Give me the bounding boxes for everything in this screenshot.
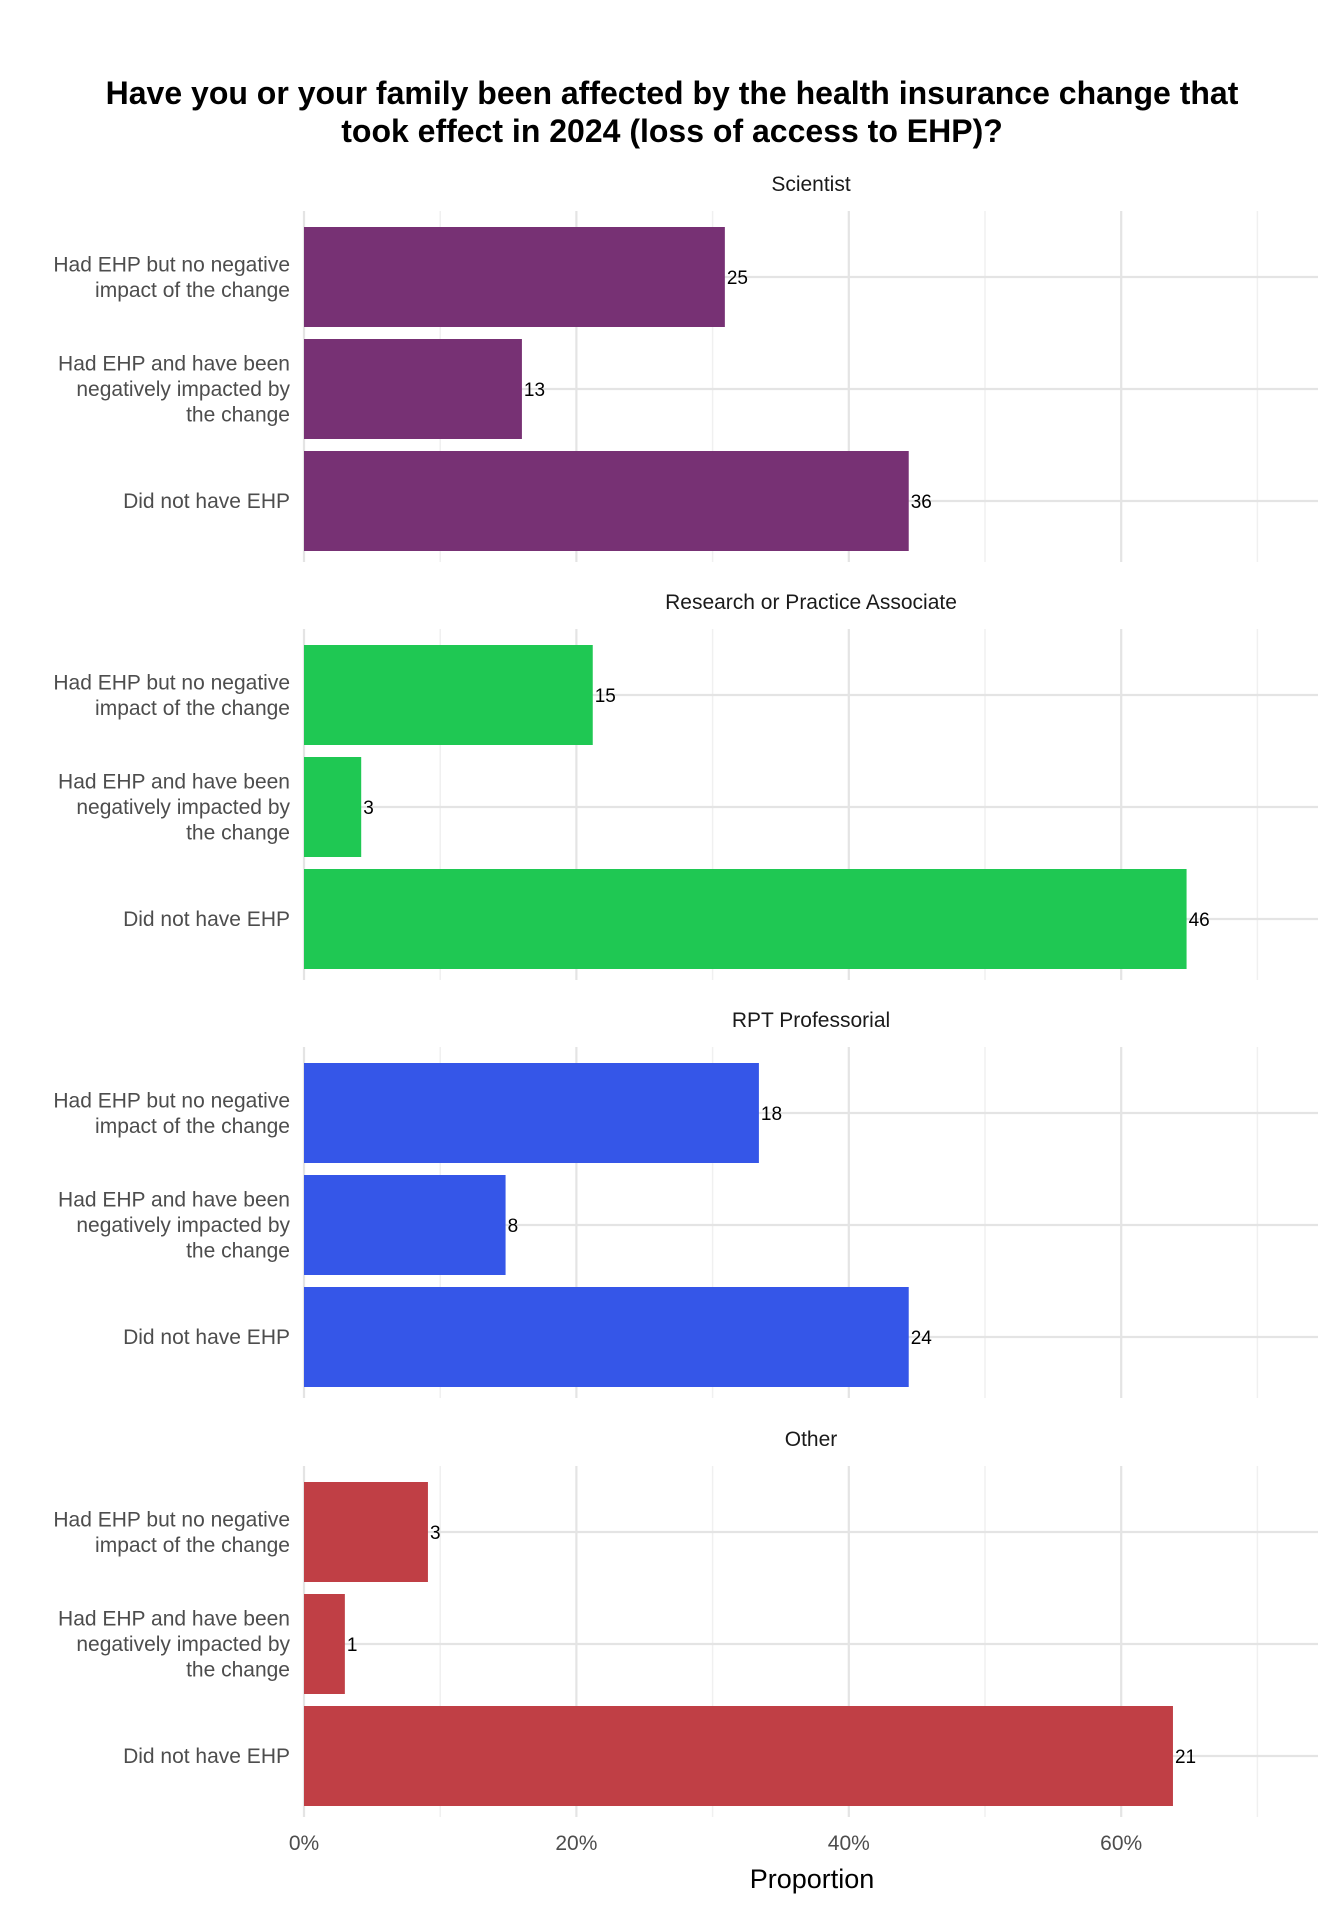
x-tick-label: 0% [289, 1832, 319, 1855]
bar-value-label: 36 [911, 492, 932, 513]
category-label: Had EHP and have been negatively impacted… [58, 1608, 290, 1682]
facet-panel: Research or Practice Associate 15 Had EHP … [53, 591, 1318, 980]
category-label: Had EHP but no negative impact of the cha… [53, 1508, 290, 1557]
category-label: Did not have EHP [123, 490, 290, 513]
bar-value-label: 18 [761, 1104, 782, 1125]
bar-value-label: 1 [347, 1635, 358, 1656]
category-label-line: the change [186, 1659, 290, 1682]
category-label-line: Did not have EHP [123, 1745, 290, 1768]
bar-value-label: 3 [363, 798, 374, 819]
category-label: Had EHP and have been negatively impacted… [58, 353, 290, 427]
bar [304, 1706, 1173, 1806]
category-label-line: Did not have EHP [123, 490, 290, 513]
bar [304, 869, 1187, 969]
facet-strip-label: Other [785, 1428, 838, 1451]
category-label-line: Had EHP and have been [58, 353, 290, 376]
bar [304, 1175, 506, 1275]
bar-value-label: 25 [727, 268, 748, 289]
chart-title-line-1: Have you or your family been affected by… [106, 75, 1239, 111]
chart-title: Have you or your family been affected by… [106, 75, 1239, 149]
category-label-line: Had EHP but no negative [53, 1508, 290, 1531]
category-label-line: Had EHP and have been [58, 1189, 290, 1212]
category-label-line: negatively impacted by [76, 796, 290, 819]
x-axis: 0% 20% 40% 60% [289, 1832, 1142, 1855]
facet-strip-label: RPT Professorial [732, 1009, 890, 1032]
category-label-line: negatively impacted by [76, 1633, 290, 1656]
bar [304, 451, 909, 551]
bar [304, 1063, 759, 1163]
category-label-line: the change [186, 404, 290, 427]
chart-title-line-2: took effect in 2024 (loss of access to E… [341, 113, 1003, 149]
category-label-line: negatively impacted by [76, 1214, 290, 1237]
facet-panel: Other 3 Had EHP but no negative impact of t… [53, 1428, 1318, 1817]
category-label-line: Had EHP and have been [58, 771, 290, 794]
category-label-line: impact of the change [95, 697, 290, 720]
x-tick-label: 60% [1100, 1832, 1142, 1855]
x-tick-label: 20% [555, 1832, 597, 1855]
category-label: Had EHP and have been negatively impacted… [58, 771, 290, 845]
category-label-line: Had EHP but no negative [53, 1089, 290, 1112]
category-label-line: Had EHP but no negative [53, 253, 290, 276]
facet-strip-label: Research or Practice Associate [665, 591, 957, 614]
category-label-line: Had EHP and have been [58, 1608, 290, 1631]
bar-value-label: 21 [1175, 1747, 1196, 1768]
bar [304, 1594, 345, 1694]
category-label-line: Did not have EHP [123, 1326, 290, 1349]
category-label-line: the change [186, 1240, 290, 1263]
category-label-line: impact of the change [95, 279, 290, 302]
facet-panels: Scientist 25 Had EHP but no negative impact… [53, 173, 1318, 1817]
x-axis-label: Proportion [750, 1864, 875, 1894]
category-label-line: negatively impacted by [76, 378, 290, 401]
bar [304, 1482, 428, 1582]
bar [304, 1287, 909, 1387]
category-label-line: the change [186, 822, 290, 845]
bar [304, 227, 725, 327]
category-label: Did not have EHP [123, 908, 290, 931]
category-label-line: impact of the change [95, 1115, 290, 1138]
category-label-line: Did not have EHP [123, 908, 290, 931]
bar-value-label: 24 [911, 1328, 933, 1349]
bar-value-label: 15 [595, 686, 616, 707]
bar [304, 339, 522, 439]
bar-value-label: 8 [508, 1216, 519, 1237]
category-label-line: Had EHP but no negative [53, 671, 290, 694]
category-label: Did not have EHP [123, 1745, 290, 1768]
facet-panel: Scientist 25 Had EHP but no negative impact… [53, 173, 1318, 562]
bar-value-label: 13 [524, 380, 545, 401]
category-label: Had EHP but no negative impact of the cha… [53, 671, 290, 720]
category-label: Had EHP and have been negatively impacted… [58, 1189, 290, 1263]
facet-panel: RPT Professorial 18 Had EHP but no negativ… [53, 1009, 1318, 1398]
bar [304, 757, 362, 857]
x-tick-label: 40% [828, 1832, 870, 1855]
category-label-line: impact of the change [95, 1534, 290, 1557]
category-label: Had EHP but no negative impact of the cha… [53, 1089, 290, 1138]
bar-value-label: 46 [1189, 910, 1210, 931]
category-label: Had EHP but no negative impact of the cha… [53, 253, 290, 302]
bar-value-label: 3 [430, 1523, 441, 1544]
bar [304, 645, 593, 745]
facet-strip-label: Scientist [771, 173, 851, 196]
category-label: Did not have EHP [123, 1326, 290, 1349]
